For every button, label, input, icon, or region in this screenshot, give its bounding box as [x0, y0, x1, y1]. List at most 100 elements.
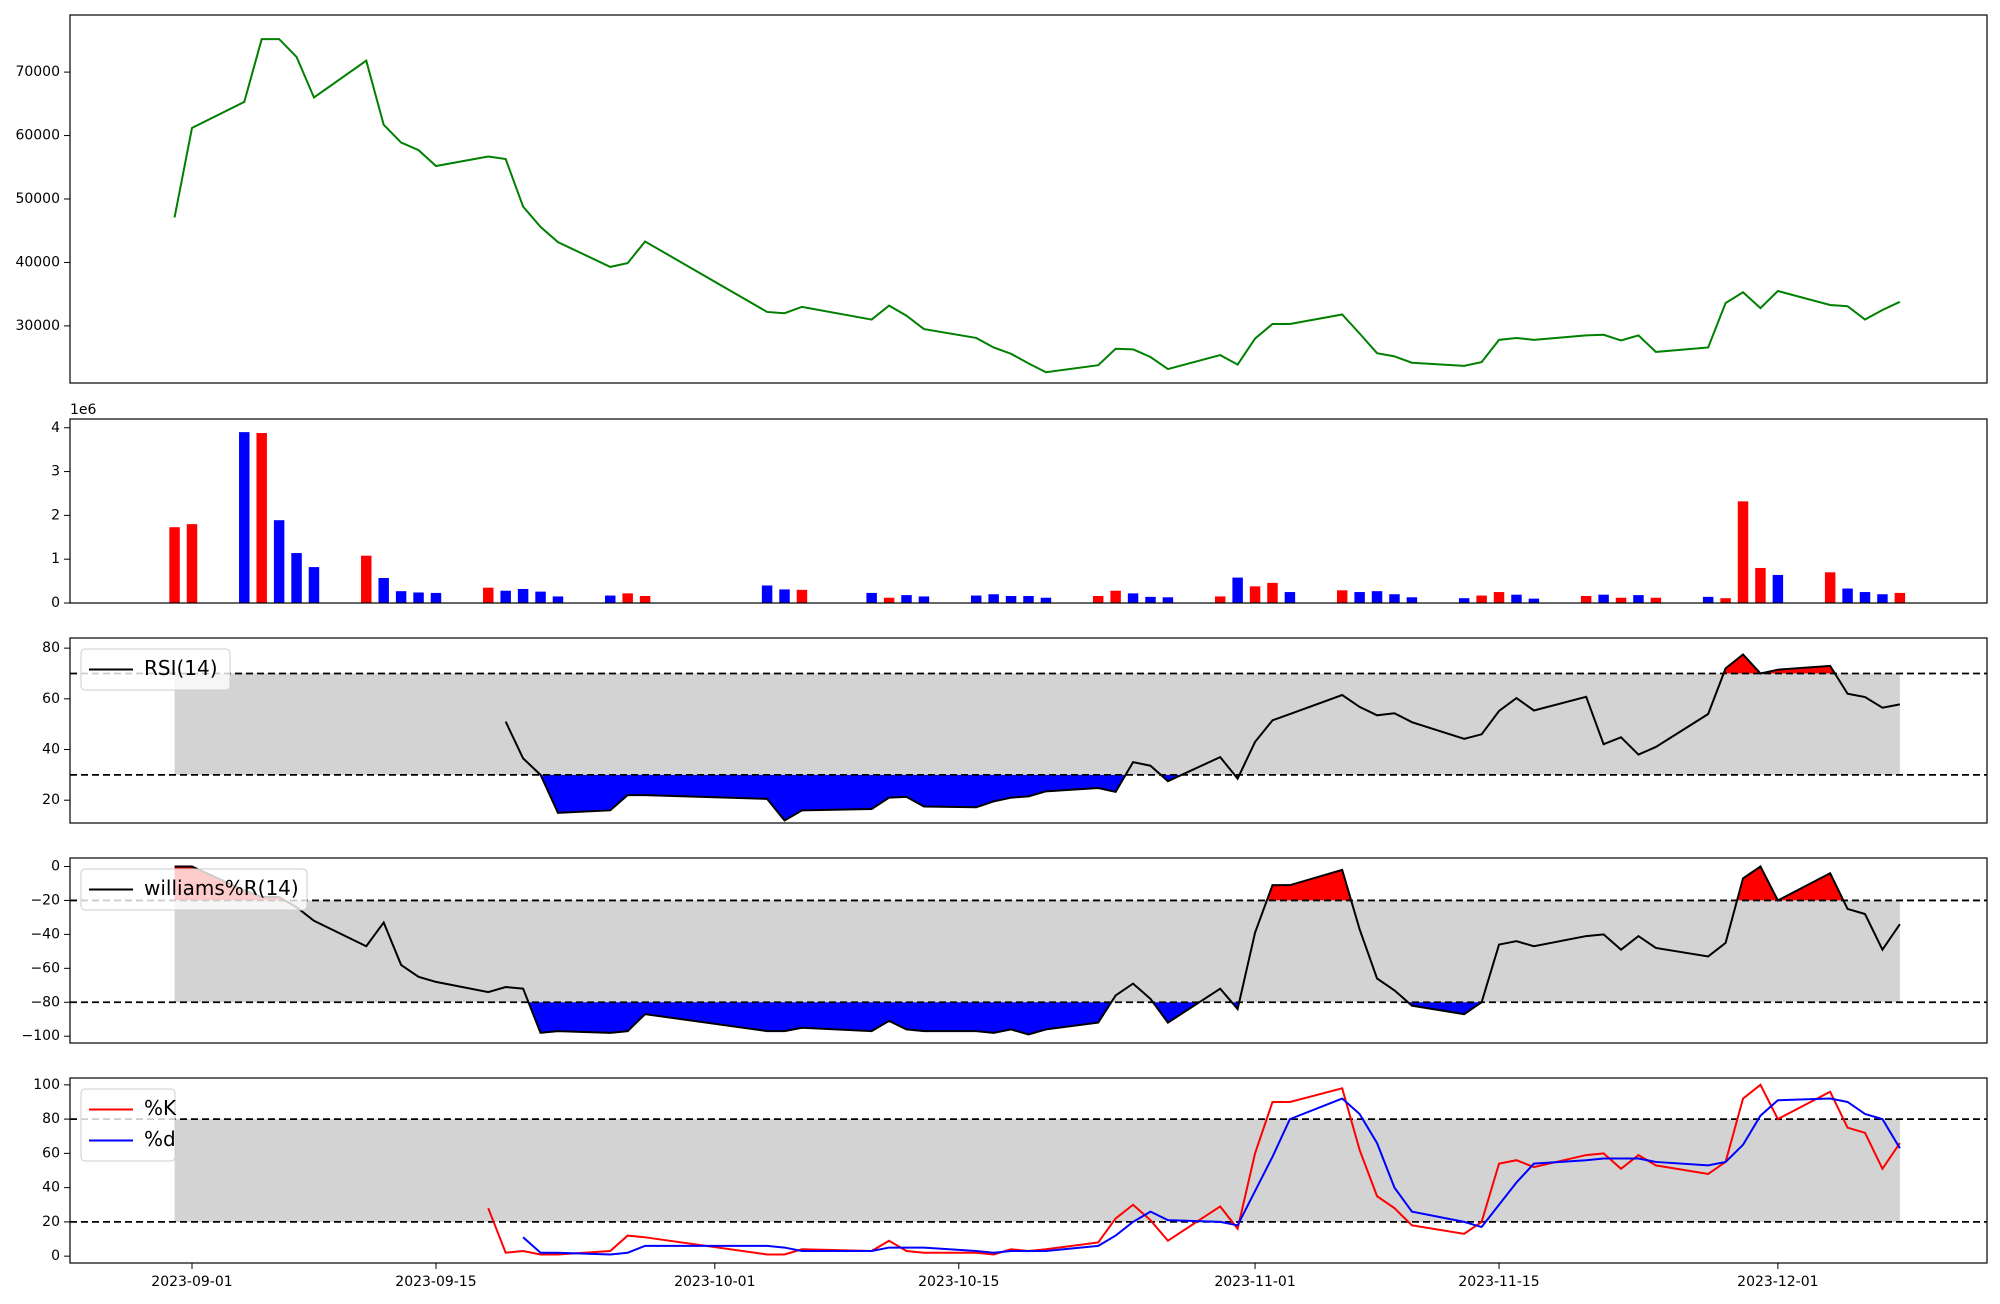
- volume-bar: [1371, 591, 1383, 603]
- volume-bar: [413, 592, 424, 603]
- y-tick-label: 60: [42, 691, 60, 707]
- volume-bar: [883, 597, 895, 603]
- volume-bar: [1092, 595, 1104, 603]
- oversold-fill: [1408, 1002, 1482, 1015]
- y-tick-label: 40000: [15, 254, 60, 270]
- volume-bar: [1284, 592, 1296, 603]
- legend-box: [80, 1088, 176, 1162]
- volume-bar: [361, 555, 372, 603]
- overbought-fill: [1266, 869, 1352, 901]
- neutral-band: [174, 673, 1900, 775]
- y-tick-label: −100: [22, 1028, 60, 1044]
- stoch-k-line: [487, 1083, 1901, 1256]
- volume-bar: [1005, 595, 1017, 603]
- y-tick-label: 60000: [15, 128, 60, 144]
- volume-bar: [1650, 597, 1662, 603]
- y-tick-label: −20: [30, 892, 60, 908]
- legend-label: %d: [144, 1127, 176, 1151]
- volume-bar: [186, 524, 198, 603]
- y-tick-label: 60: [42, 1145, 60, 1161]
- volume-bar: [1702, 596, 1714, 603]
- y-tick-label: 80: [42, 1111, 60, 1127]
- y-tick-label: 20: [42, 1214, 60, 1230]
- volume-bar: [1580, 595, 1592, 603]
- y-tick-label: 100: [33, 1077, 60, 1093]
- overbought-fill: [1737, 866, 1844, 901]
- volume-bar: [918, 596, 930, 603]
- x-tick-label: 2023-09-15: [395, 1274, 476, 1290]
- price-line: [173, 38, 1901, 374]
- volume-bar: [866, 592, 877, 603]
- stoch-d-line: [522, 1097, 1901, 1256]
- volume-bar: [639, 595, 651, 603]
- volume-offset-label: 1e6: [70, 402, 97, 418]
- y-tick-label: 1: [51, 551, 60, 567]
- volume-bar: [1772, 574, 1784, 603]
- volume-bar: [970, 595, 982, 603]
- plot-frame: [69, 637, 1988, 824]
- volume-bar: [1336, 590, 1348, 603]
- y-tick-label: 80: [42, 640, 60, 656]
- legend-label: RSI(14): [144, 656, 218, 680]
- y-tick-label: 0: [51, 858, 60, 874]
- y-tick-label: 70000: [15, 64, 60, 80]
- volume-bar: [291, 553, 302, 603]
- y-tick-label: 4: [51, 420, 60, 436]
- volume-bar: [1389, 594, 1400, 603]
- x-tick-label: 2023-11-15: [1458, 1274, 1539, 1290]
- y-tick-label: −60: [30, 960, 60, 976]
- y-tick-label: 20: [42, 792, 60, 808]
- volume-bar: [395, 591, 407, 603]
- y-tick-label: −40: [30, 926, 60, 942]
- y-tick-label: 30000: [15, 318, 60, 334]
- neutral-band: [174, 900, 1900, 1003]
- volume-bar: [169, 527, 180, 603]
- volume-bar: [1598, 594, 1609, 603]
- volume-bar: [1511, 594, 1522, 603]
- williams-line: [174, 865, 1901, 1036]
- volume-bar: [1249, 586, 1261, 603]
- y-tick-label: 0: [51, 1248, 60, 1264]
- volume-bar: [308, 567, 320, 603]
- x-tick-label: 2023-09-01: [151, 1274, 232, 1290]
- volume-bar: [1615, 597, 1627, 603]
- plot-frame: [69, 857, 1988, 1044]
- volume-bar: [1110, 590, 1121, 603]
- volume-bar: [1458, 598, 1470, 603]
- volume-bar: [1040, 597, 1052, 603]
- volume-bar: [1824, 572, 1836, 603]
- volume-bar: [622, 593, 633, 603]
- volume-bar: [901, 595, 912, 603]
- legend-box: [80, 868, 308, 911]
- volume-bar: [517, 588, 529, 603]
- volume-bar: [1842, 588, 1853, 603]
- volume-bar: [500, 590, 511, 603]
- volume-bar: [1877, 594, 1888, 603]
- volume-bar: [1633, 595, 1644, 603]
- volume-bar: [1232, 577, 1243, 603]
- volume-bar: [552, 596, 564, 603]
- x-tick-label: 2023-10-15: [918, 1274, 999, 1290]
- y-tick-label: 2: [51, 507, 60, 523]
- volume-bar: [1145, 596, 1156, 603]
- oversold-fill: [528, 1002, 1112, 1035]
- volume-bar: [1493, 592, 1505, 603]
- volume-bar: [1354, 592, 1365, 603]
- legend-label: williams%R(14): [144, 876, 299, 900]
- legend-box: [80, 648, 231, 691]
- volume-bar: [1406, 597, 1418, 603]
- volume-bar: [605, 595, 616, 603]
- volume-bar: [239, 432, 250, 603]
- x-tick-label: 2023-11-01: [1214, 1274, 1295, 1290]
- rsi-line: [504, 653, 1901, 822]
- volume-bar: [988, 594, 999, 603]
- volume-bar: [1214, 596, 1226, 603]
- plot-frame: [69, 418, 1988, 604]
- volume-bar: [1267, 582, 1278, 603]
- volume-bar: [1476, 595, 1487, 603]
- volume-bar: [535, 591, 546, 603]
- volume-bar: [256, 433, 267, 603]
- oversold-fill: [540, 774, 1126, 821]
